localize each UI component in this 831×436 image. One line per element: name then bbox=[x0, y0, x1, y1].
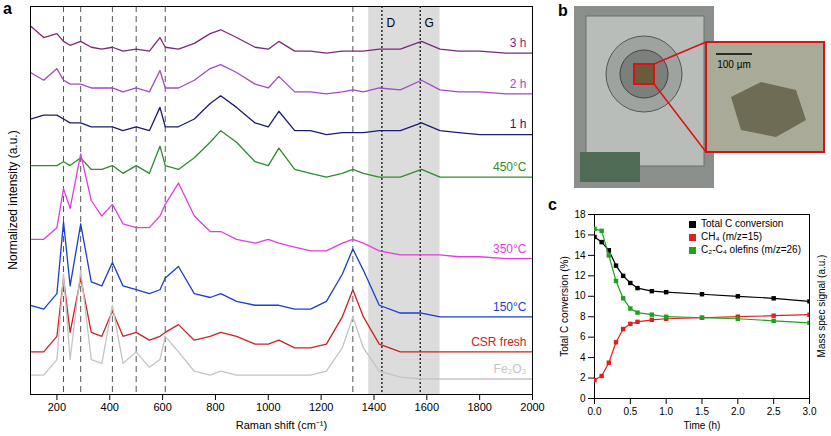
svg-text:Time (h): Time (h) bbox=[684, 420, 721, 431]
svg-text:1.5: 1.5 bbox=[695, 406, 709, 417]
html-text:Normalized intensity (a.u.): Normalized intensity (a.u.) bbox=[6, 130, 20, 270]
svg-text:1600: 1600 bbox=[415, 401, 439, 413]
svg-text:450°C: 450°C bbox=[493, 160, 527, 174]
svg-text:100 µm: 100 µm bbox=[717, 59, 751, 70]
svg-text:200: 200 bbox=[48, 401, 66, 413]
svg-text:8: 8 bbox=[580, 311, 586, 322]
svg-text:14: 14 bbox=[574, 250, 586, 261]
svg-text:Fe₂O₃: Fe₂O₃ bbox=[494, 362, 527, 376]
svg-text:3.0: 3.0 bbox=[803, 406, 817, 417]
svg-text:4: 4 bbox=[580, 352, 586, 363]
svg-text:2.0: 2.0 bbox=[731, 406, 745, 417]
svg-text:1400: 1400 bbox=[362, 401, 386, 413]
svg-text:350°C: 350°C bbox=[493, 242, 527, 256]
svg-text:2: 2 bbox=[580, 372, 586, 383]
svg-text:1200: 1200 bbox=[309, 401, 333, 413]
html-text:Mass spec signal (a.u.): Mass spec signal (a.u.) bbox=[815, 254, 827, 358]
svg-text:1000: 1000 bbox=[256, 401, 280, 413]
svg-text:18: 18 bbox=[574, 209, 586, 220]
svg-text:D: D bbox=[387, 16, 396, 30]
svg-text:800: 800 bbox=[206, 401, 224, 413]
svg-text:0.5: 0.5 bbox=[623, 406, 637, 417]
svg-text:10: 10 bbox=[574, 290, 586, 301]
svg-text:150°C: 150°C bbox=[493, 300, 527, 314]
html-text:b: b bbox=[558, 2, 568, 19]
svg-text:16: 16 bbox=[574, 229, 586, 240]
svg-text:G: G bbox=[425, 16, 434, 30]
svg-text:2.5: 2.5 bbox=[767, 406, 781, 417]
svg-text:1800: 1800 bbox=[467, 401, 491, 413]
html-text:C₂-C₄ olefins (m/z=26): C₂-C₄ olefins (m/z=26) bbox=[701, 244, 801, 255]
svg-text:CSR fresh: CSR fresh bbox=[471, 335, 526, 349]
html-text:CH₄ (m/z=15): CH₄ (m/z=15) bbox=[701, 231, 763, 242]
html-text:c: c bbox=[548, 196, 557, 213]
svg-text:Raman shift (cm⁻¹): Raman shift (cm⁻¹) bbox=[236, 419, 327, 431]
svg-text:0.0: 0.0 bbox=[588, 406, 602, 417]
html-text:Total C conversion: Total C conversion bbox=[701, 218, 784, 229]
svg-text:0: 0 bbox=[580, 393, 586, 404]
svg-text:400: 400 bbox=[101, 401, 119, 413]
svg-text:2000: 2000 bbox=[520, 401, 544, 413]
svg-text:6: 6 bbox=[580, 331, 586, 342]
svg-text:3 h: 3 h bbox=[510, 36, 527, 50]
html-text:a: a bbox=[3, 0, 12, 17]
svg-text:600: 600 bbox=[153, 401, 171, 413]
svg-text:Total C conversion (%): Total C conversion (%) bbox=[559, 256, 570, 357]
svg-text:12: 12 bbox=[574, 270, 586, 281]
svg-text:2 h: 2 h bbox=[510, 77, 527, 91]
svg-text:1 h: 1 h bbox=[510, 117, 527, 131]
svg-text:1.0: 1.0 bbox=[659, 406, 673, 417]
